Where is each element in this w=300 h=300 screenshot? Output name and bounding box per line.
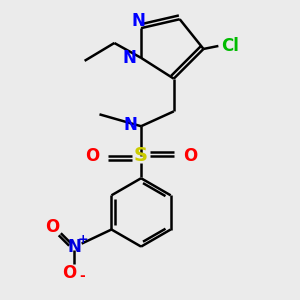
Text: O: O: [63, 264, 77, 282]
Text: N: N: [124, 116, 138, 134]
Text: -: -: [79, 269, 85, 283]
Text: Cl: Cl: [221, 37, 239, 55]
Text: N: N: [67, 238, 81, 256]
Text: O: O: [45, 218, 59, 236]
Text: N: N: [131, 12, 145, 30]
Text: N: N: [122, 49, 136, 67]
Text: S: S: [134, 146, 148, 165]
Text: +: +: [78, 233, 88, 246]
Text: O: O: [183, 147, 197, 165]
Text: O: O: [85, 147, 99, 165]
